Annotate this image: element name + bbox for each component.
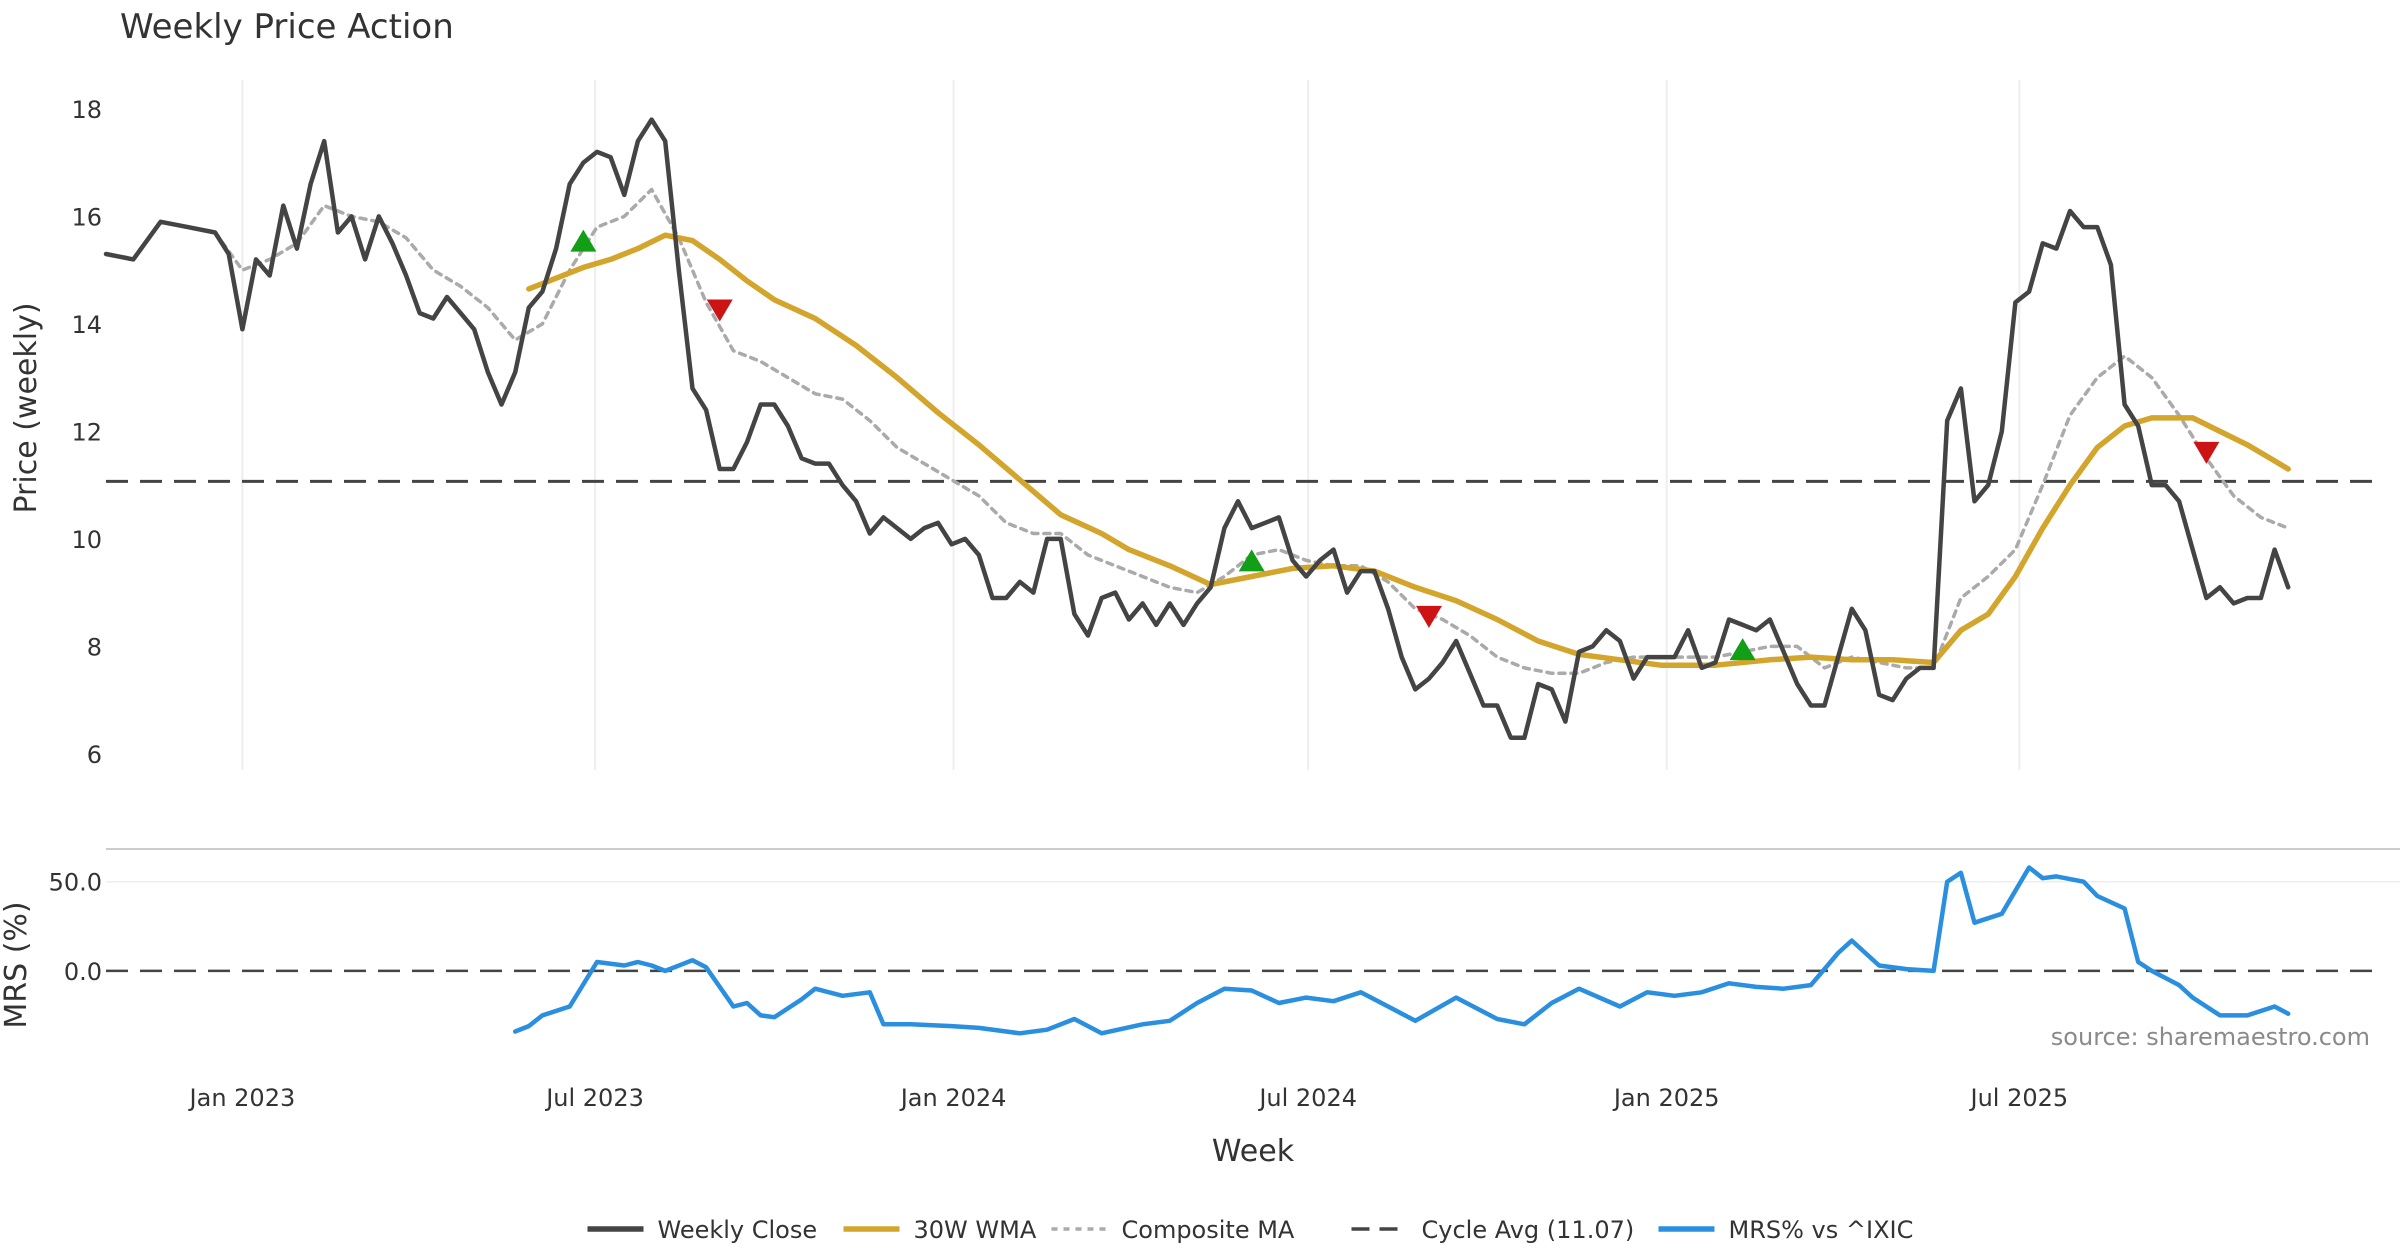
legend-label: 30W WMA (914, 1216, 1037, 1244)
legend-label: Composite MA (1122, 1216, 1295, 1244)
legend-item: MRS% vs ^IXIC (1658, 1216, 1914, 1244)
legend-label: Cycle Avg (11.07) (1422, 1216, 1635, 1244)
signal-layer (570, 229, 2220, 661)
sell-signal-marker (1415, 605, 1442, 628)
legend-item: Cycle Avg (11.07) (1351, 1216, 1635, 1244)
price-y-axis-label: Price (weekly) (9, 302, 44, 513)
price-y-tick-label: 18 (71, 96, 102, 124)
price-y-tick-label: 14 (71, 311, 102, 339)
legend-item: Weekly Close (587, 1216, 818, 1244)
chart-title: Weekly Price Action (120, 7, 454, 47)
vertical-grid (106, 80, 2400, 883)
x-axis-label: Week (1212, 1134, 1295, 1169)
x-tick-label: Jan 2024 (899, 1084, 1007, 1112)
price-y-tick-label: 16 (71, 203, 102, 231)
price-y-tick-label: 6 (87, 741, 102, 769)
x-tick-label: Jul 2025 (1969, 1084, 2069, 1112)
mrs-y-tick-label: 0.0 (64, 958, 102, 986)
price-y-axis: 6 8 10 12 14 16 18 (71, 96, 102, 769)
price-y-tick-label: 8 (87, 633, 102, 661)
buy-signal-marker (570, 229, 597, 252)
x-tick-label: Jul 2024 (1257, 1084, 1357, 1112)
mrs-line (512, 865, 2291, 1036)
x-tick-label: Jul 2023 (544, 1084, 644, 1112)
legend-label: Weekly Close (658, 1216, 818, 1244)
source-label: source: sharemaestro.com (2051, 1023, 2370, 1051)
legend: Weekly Close 30W WMA Composite MA Cycle Avg… (587, 1216, 1914, 1244)
price-y-tick-label: 12 (71, 418, 102, 446)
x-axis: Jan 2023 Jul 2023 Jan 2024 Jul 2024 Jan 2025… (188, 1084, 2069, 1112)
series-layer (103, 117, 2291, 1036)
sell-signal-marker (706, 299, 733, 322)
legend-label: MRS% vs ^IXIC (1729, 1216, 1914, 1244)
legend-item: 30W WMA (843, 1216, 1037, 1244)
x-tick-label: Jan 2023 (188, 1084, 296, 1112)
sell-signal-marker (2193, 441, 2220, 464)
price-y-tick-label: 10 (71, 526, 102, 554)
x-tick-label: Jan 2025 (1612, 1084, 1720, 1112)
wma-30w-line (526, 232, 2291, 668)
buy-signal-marker (1729, 638, 1756, 661)
buy-signal-marker (1238, 549, 1265, 572)
weekly-close-line (103, 117, 2291, 741)
mrs-y-tick-label: 50.0 (49, 869, 102, 897)
mrs-y-axis-label: MRS (%) (0, 901, 34, 1028)
mrs-y-axis: 50.0 0.0 (49, 869, 102, 986)
legend-item: Composite MA (1051, 1216, 1295, 1244)
composite-ma-line (213, 187, 2290, 676)
